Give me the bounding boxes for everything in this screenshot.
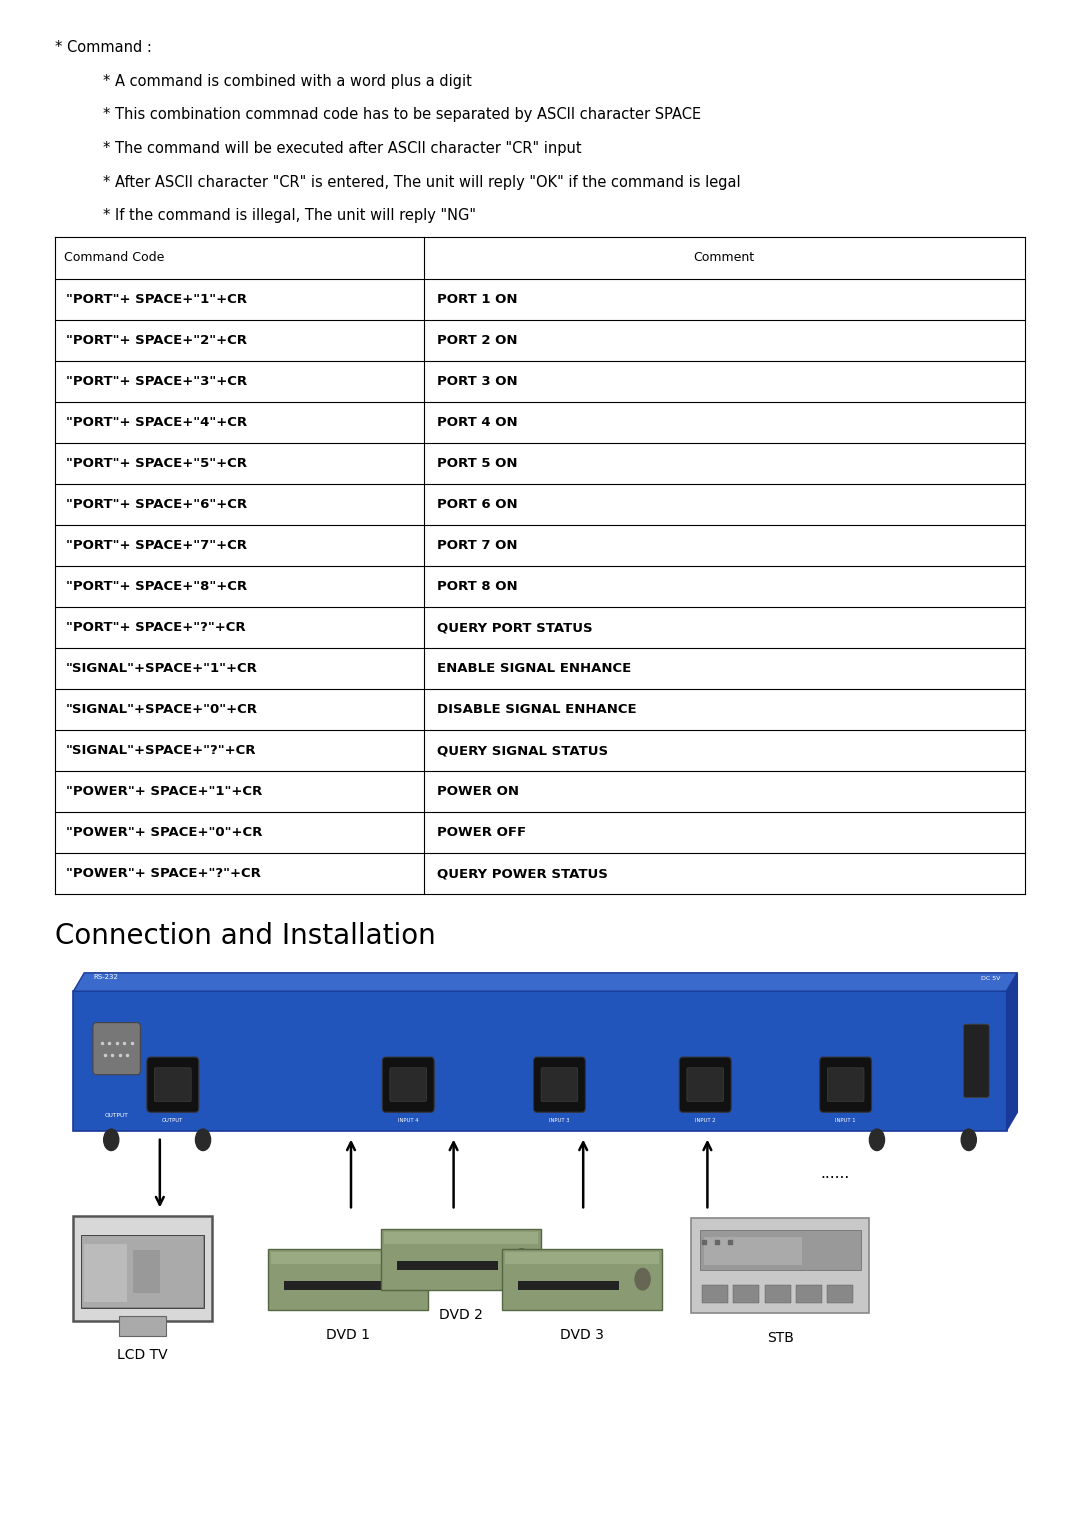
- Text: OUTPUT: OUTPUT: [105, 1112, 129, 1118]
- Text: "POWER"+ SPACE+"?"+CR: "POWER"+ SPACE+"?"+CR: [66, 867, 260, 881]
- Text: INPUT 1: INPUT 1: [835, 1118, 856, 1123]
- FancyBboxPatch shape: [534, 1057, 585, 1112]
- Text: "PORT"+ SPACE+"2"+CR: "PORT"+ SPACE+"2"+CR: [66, 334, 247, 346]
- Circle shape: [961, 1129, 976, 1151]
- Text: "PORT"+ SPACE+"8"+CR: "PORT"+ SPACE+"8"+CR: [66, 581, 247, 593]
- Bar: [702, 1285, 728, 1304]
- Bar: [119, 1316, 166, 1336]
- Text: "SIGNAL"+SPACE+"1"+CR: "SIGNAL"+SPACE+"1"+CR: [66, 662, 258, 676]
- Text: PORT 7 ON: PORT 7 ON: [436, 539, 517, 552]
- Bar: [796, 1285, 822, 1304]
- FancyBboxPatch shape: [268, 1249, 428, 1310]
- Text: * This combination commnad code has to be separated by ASCII character SPACE: * This combination commnad code has to b…: [103, 107, 701, 123]
- Circle shape: [869, 1129, 885, 1151]
- Text: "SIGNAL"+SPACE+"0"+CR: "SIGNAL"+SPACE+"0"+CR: [66, 703, 258, 715]
- Bar: [765, 1285, 791, 1304]
- Bar: [84, 1244, 127, 1302]
- FancyBboxPatch shape: [691, 1218, 869, 1313]
- Text: * A command is combined with a word plus a digit: * A command is combined with a word plus…: [103, 74, 472, 89]
- Bar: [271, 1252, 424, 1264]
- Bar: [827, 1285, 853, 1304]
- Text: Command Code: Command Code: [64, 251, 164, 265]
- Text: DVD 2: DVD 2: [440, 1308, 483, 1322]
- Text: LCD TV: LCD TV: [118, 1348, 167, 1362]
- Text: DVD 3: DVD 3: [561, 1328, 604, 1342]
- Text: PORT 5 ON: PORT 5 ON: [436, 457, 517, 470]
- Text: STB: STB: [767, 1331, 794, 1345]
- Text: PORT 1 ON: PORT 1 ON: [436, 293, 517, 305]
- Text: "POWER"+ SPACE+"0"+CR: "POWER"+ SPACE+"0"+CR: [66, 826, 262, 840]
- Circle shape: [104, 1129, 119, 1151]
- Text: "SIGNAL"+SPACE+"?"+CR: "SIGNAL"+SPACE+"?"+CR: [66, 745, 256, 757]
- FancyBboxPatch shape: [687, 1068, 724, 1102]
- Text: * The command will be executed after ASCII character "CR" input: * The command will be executed after ASC…: [103, 141, 581, 156]
- Text: INPUT 2: INPUT 2: [694, 1118, 716, 1123]
- Text: QUERY PORT STATUS: QUERY PORT STATUS: [436, 620, 592, 634]
- Circle shape: [195, 1129, 211, 1151]
- FancyBboxPatch shape: [820, 1057, 872, 1112]
- Text: "PORT"+ SPACE+"6"+CR: "PORT"+ SPACE+"6"+CR: [66, 498, 247, 510]
- Text: DVD 1: DVD 1: [326, 1328, 369, 1342]
- FancyBboxPatch shape: [73, 991, 1007, 1131]
- FancyBboxPatch shape: [541, 1068, 578, 1102]
- Text: "POWER"+ SPACE+"1"+CR: "POWER"+ SPACE+"1"+CR: [66, 786, 262, 798]
- Bar: [81, 1235, 204, 1308]
- Text: DISABLE SIGNAL ENHANCE: DISABLE SIGNAL ENHANCE: [436, 703, 636, 715]
- Polygon shape: [73, 973, 1017, 991]
- FancyBboxPatch shape: [502, 1249, 662, 1310]
- Text: "PORT"+ SPACE+"4"+CR: "PORT"+ SPACE+"4"+CR: [66, 415, 247, 429]
- Text: POWER OFF: POWER OFF: [436, 826, 526, 840]
- Bar: [82, 1236, 203, 1307]
- Text: POWER ON: POWER ON: [436, 786, 518, 798]
- FancyBboxPatch shape: [381, 1229, 541, 1290]
- FancyBboxPatch shape: [382, 1057, 434, 1112]
- Bar: [397, 1261, 498, 1270]
- Bar: [733, 1285, 759, 1304]
- Text: Comment: Comment: [693, 251, 755, 265]
- Text: PORT 2 ON: PORT 2 ON: [436, 334, 517, 346]
- Circle shape: [401, 1268, 416, 1290]
- Text: PORT 8 ON: PORT 8 ON: [436, 581, 517, 593]
- FancyBboxPatch shape: [679, 1057, 731, 1112]
- Bar: [700, 1230, 861, 1270]
- Text: * After ASCII character "CR" is entered, The unit will reply "OK" if the command: * After ASCII character "CR" is entered,…: [103, 175, 740, 190]
- Text: QUERY SIGNAL STATUS: QUERY SIGNAL STATUS: [436, 745, 608, 757]
- Bar: [384, 1232, 538, 1244]
- FancyBboxPatch shape: [147, 1057, 199, 1112]
- Polygon shape: [1007, 973, 1017, 1131]
- FancyBboxPatch shape: [827, 1068, 864, 1102]
- Text: * Command :: * Command :: [55, 40, 152, 55]
- Bar: [284, 1281, 384, 1290]
- Text: RS-232: RS-232: [93, 974, 118, 980]
- Text: OUTPUT: OUTPUT: [162, 1118, 184, 1123]
- Text: "PORT"+ SPACE+"1"+CR: "PORT"+ SPACE+"1"+CR: [66, 293, 247, 305]
- Text: * If the command is illegal, The unit will reply "NG": * If the command is illegal, The unit wi…: [103, 208, 475, 224]
- Text: "PORT"+ SPACE+"7"+CR: "PORT"+ SPACE+"7"+CR: [66, 539, 247, 552]
- FancyBboxPatch shape: [93, 1023, 140, 1075]
- Text: INPUT 3: INPUT 3: [550, 1118, 569, 1123]
- Text: "PORT"+ SPACE+"3"+CR: "PORT"+ SPACE+"3"+CR: [66, 375, 247, 388]
- Text: PORT 3 ON: PORT 3 ON: [436, 375, 517, 388]
- Text: "PORT"+ SPACE+"5"+CR: "PORT"+ SPACE+"5"+CR: [66, 457, 247, 470]
- Bar: [133, 1250, 160, 1293]
- Text: Connection and Installation: Connection and Installation: [55, 922, 436, 950]
- Text: DC 5V: DC 5V: [981, 976, 1000, 982]
- FancyBboxPatch shape: [963, 1025, 989, 1097]
- Bar: [704, 1236, 802, 1265]
- Circle shape: [514, 1249, 529, 1270]
- Bar: [518, 1281, 619, 1290]
- Text: QUERY POWER STATUS: QUERY POWER STATUS: [436, 867, 607, 881]
- Text: "PORT"+ SPACE+"?"+CR: "PORT"+ SPACE+"?"+CR: [66, 620, 245, 634]
- Text: INPUT 4: INPUT 4: [397, 1118, 419, 1123]
- Bar: [505, 1252, 659, 1264]
- Text: PORT 4 ON: PORT 4 ON: [436, 415, 517, 429]
- Text: ENABLE SIGNAL ENHANCE: ENABLE SIGNAL ENHANCE: [436, 662, 631, 676]
- Circle shape: [635, 1268, 650, 1290]
- Text: PORT 6 ON: PORT 6 ON: [436, 498, 517, 510]
- FancyBboxPatch shape: [390, 1068, 427, 1102]
- FancyBboxPatch shape: [73, 1216, 212, 1321]
- Text: ......: ......: [821, 1166, 850, 1181]
- FancyBboxPatch shape: [154, 1068, 191, 1102]
